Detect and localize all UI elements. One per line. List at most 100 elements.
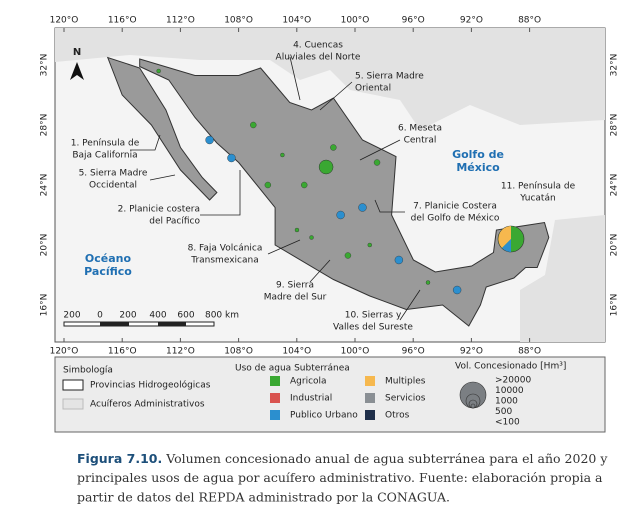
aquifer-pie-slice bbox=[498, 226, 511, 248]
sea-label: Golfo de bbox=[452, 148, 504, 161]
lat-label: 20°N bbox=[40, 234, 50, 257]
aquifer-pie bbox=[358, 203, 367, 212]
lat-label: 32°N bbox=[610, 54, 620, 77]
legend-swatch bbox=[270, 410, 280, 420]
lat-label: 24°N bbox=[40, 174, 50, 197]
caption: Figura 7.10. Volumen concesionado anual d… bbox=[77, 451, 608, 466]
scale-bar bbox=[158, 322, 186, 326]
lon-label: 120°O bbox=[50, 16, 79, 26]
lon-label: 96°O bbox=[402, 16, 425, 26]
lon-label: 108°O bbox=[224, 347, 253, 357]
region-label: Occidental bbox=[89, 181, 137, 191]
legend-label: Acuíferos Administrativos bbox=[90, 400, 205, 410]
labels: 1. Península de Baja California 4. Cuencas… bbox=[63, 41, 575, 333]
scale-label: 0 bbox=[97, 311, 103, 321]
lon-label: 116°O bbox=[108, 16, 137, 26]
aquifer-pie bbox=[156, 68, 161, 74]
graticule: 120°O 120°O 116°O 116°O 112°O 112°O 108°O 108°O… bbox=[40, 16, 620, 357]
region-label: Valles del Sureste bbox=[333, 323, 413, 333]
region-label: 4. Cuencas bbox=[293, 41, 343, 51]
lon-label: 112°O bbox=[166, 16, 195, 26]
lon-label: 116°O bbox=[108, 347, 137, 357]
scale-bar bbox=[100, 322, 129, 326]
aquifer-pie bbox=[205, 135, 214, 145]
caption: partir de datos del REPDA administrado p… bbox=[77, 490, 450, 505]
legend-label: Multiples bbox=[385, 377, 426, 387]
aquifer-pie bbox=[367, 242, 372, 248]
scale-label: 800 km bbox=[205, 311, 239, 321]
volume-label: <100 bbox=[495, 418, 520, 428]
volume-label: 500 bbox=[495, 407, 512, 417]
region-label: 9. Sierra bbox=[276, 281, 314, 291]
lon-label: 88°O bbox=[518, 347, 541, 357]
north-arrow bbox=[70, 62, 84, 80]
legend-box bbox=[54, 356, 606, 433]
region-label: Transmexicana bbox=[190, 256, 258, 266]
mexico bbox=[106, 56, 550, 327]
legend-label: Provincias Hidrogeológicas bbox=[90, 380, 211, 391]
lat-label: 24°N bbox=[610, 174, 620, 197]
region-label: 10. Sierras y bbox=[345, 311, 402, 321]
lon-label: 100°O bbox=[341, 16, 370, 26]
lon-label: 92°O bbox=[460, 16, 483, 26]
volume-label: 10000 bbox=[495, 386, 524, 396]
lon-label: 96°O bbox=[402, 347, 425, 357]
sea-label: México bbox=[456, 161, 500, 174]
region-label: 7. Planicie Costera bbox=[413, 202, 497, 212]
lon-label: 108°O bbox=[224, 16, 253, 26]
lon-label: 88°O bbox=[518, 16, 541, 26]
sea-label: Pacífico bbox=[84, 265, 132, 278]
region-label: 1. Península de bbox=[71, 139, 140, 149]
legend-label: Publico Urbano bbox=[290, 411, 358, 421]
aquifer-pie bbox=[227, 153, 236, 163]
region-label: Aluviales del Norte bbox=[276, 53, 361, 63]
land-south bbox=[520, 215, 605, 342]
region-label: 2. Planicie costera bbox=[118, 205, 200, 215]
lon-label: 112°O bbox=[166, 347, 195, 357]
region-label: del Pacífico bbox=[149, 217, 200, 227]
aquifer-pie bbox=[330, 144, 337, 151]
volume-label: 1000 bbox=[495, 397, 518, 407]
legend-label: Servicios bbox=[385, 394, 426, 404]
aquifer-pie bbox=[318, 159, 334, 175]
aquifer-pie bbox=[301, 181, 308, 189]
region-label: Madre del Sur bbox=[264, 293, 327, 303]
aquifer-pie bbox=[425, 280, 431, 285]
legend-label: Industrial bbox=[290, 394, 332, 404]
aquifer-pie bbox=[294, 227, 300, 233]
region-label: Baja California bbox=[72, 151, 137, 161]
aquifer-pie bbox=[280, 152, 285, 158]
volume-label: >20000 bbox=[495, 376, 531, 386]
aquifer-pie bbox=[309, 235, 314, 240]
aquifer-pie bbox=[336, 210, 345, 220]
lat-label: 28°N bbox=[610, 114, 620, 137]
aquifer-pie bbox=[373, 159, 381, 166]
aquifer-pie-slice bbox=[501, 239, 511, 252]
volume-circles bbox=[459, 381, 487, 409]
north-label: N bbox=[73, 47, 81, 58]
scale-bar bbox=[63, 321, 215, 327]
region-label: Oriental bbox=[355, 84, 391, 94]
legend-swatch bbox=[270, 376, 280, 386]
region-label: 6. Meseta bbox=[398, 124, 442, 134]
caption: principales usos de agua por acuífero ad… bbox=[77, 470, 603, 485]
lat-label: 32°N bbox=[40, 54, 50, 77]
aquifer-pie bbox=[264, 181, 272, 189]
lat-label: 16°N bbox=[610, 294, 620, 317]
aquifer-pie bbox=[250, 121, 257, 129]
lat-label: 16°N bbox=[40, 294, 50, 317]
legend-swatch bbox=[270, 393, 280, 403]
region-label: Central bbox=[404, 136, 437, 146]
region-label: del Golfo de México bbox=[411, 213, 500, 224]
scale-label: 200 bbox=[119, 311, 136, 321]
scale-label: 400 bbox=[149, 311, 166, 321]
lon-label: 92°O bbox=[460, 347, 483, 357]
baja-california bbox=[106, 56, 218, 201]
legend-swatch bbox=[62, 398, 84, 410]
lon-label: 100°O bbox=[341, 347, 370, 357]
land-north bbox=[55, 28, 605, 130]
region-label: 8. Faja Volcánica bbox=[188, 244, 263, 254]
lat-label: 28°N bbox=[40, 114, 50, 137]
legend-swatch bbox=[365, 393, 375, 403]
